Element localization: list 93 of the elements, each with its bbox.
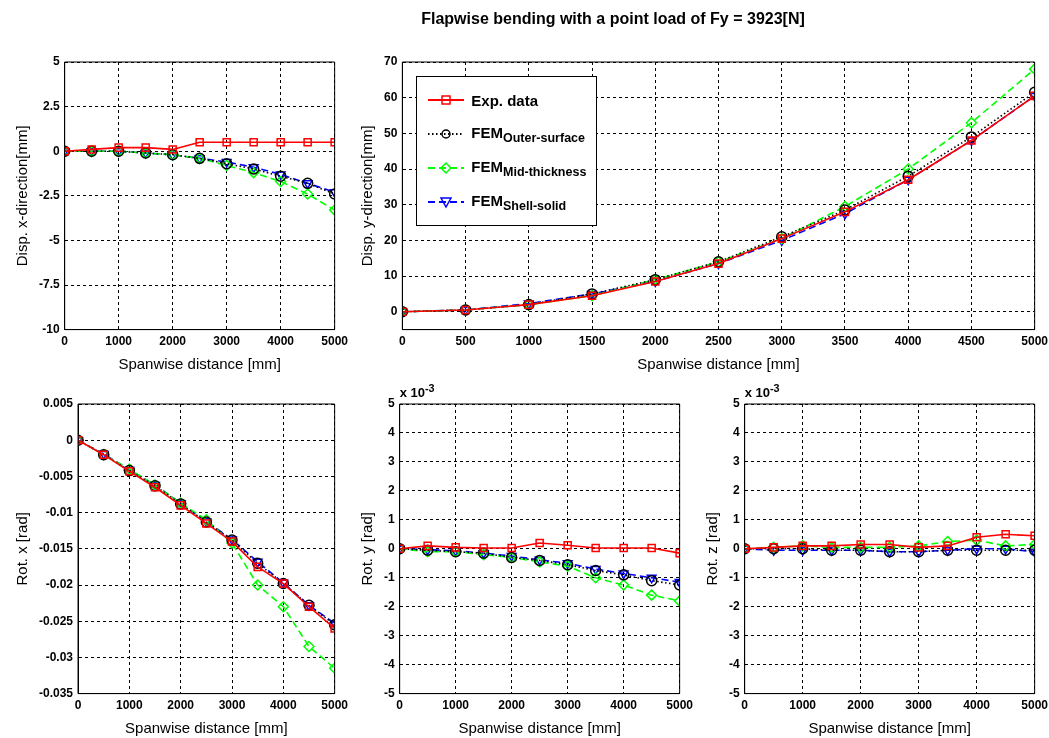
y-axis-title: Rot. z [rad] [703,512,721,586]
x-tick-label: 5000 [321,698,349,713]
y-tick-label: 40 [383,161,398,176]
y-tick-label: 3 [387,454,395,469]
chart-title: Flapwise bending with a point load of Fy = 3923[N] [420,10,806,28]
y-tick-label: 3 [732,454,740,469]
y-tick-label: -0.01 [45,504,74,519]
y-tick-label: 2 [732,483,740,498]
x-tick-label: 4500 [958,334,986,349]
y-tick-label: 2.5 [42,98,60,113]
x-axis-title: Spanwise distance [mm] [458,719,621,737]
y-tick-label: -2 [729,599,740,614]
y-tick-label: -5 [49,232,60,247]
y-tick-label: -0.03 [45,649,74,664]
legend-label: FEM$_{Shell-solid}$ [471,191,567,213]
legend-label: FEM$_{Outer-surface}$ [471,123,585,145]
y-tick-label: 5 [387,396,395,411]
x-tick-label: 4000 [269,698,297,713]
x-axis-title: Spanwise distance [mm] [125,719,288,737]
x-tick-label: 2000 [498,698,526,713]
y-tick-label: 5 [52,54,60,69]
y-tick-label: -5 [729,685,740,700]
x-tick-label: 4000 [267,334,295,349]
text: x 10$^{-3}$ [744,382,780,401]
y-axis-title: Rot. x [rad] [13,512,31,586]
x-tick-label: 3000 [213,334,241,349]
y-axis-title: Disp. y-direction[mm] [358,125,376,267]
y-tick-label: 20 [383,232,398,247]
y-tick-label: -7.5 [38,277,60,292]
y-tick-label: 0 [732,541,740,556]
x-tick-label: 3000 [218,698,246,713]
y-tick-label: 60 [383,89,398,104]
y-tick-label: 1 [732,512,740,527]
y-tick-label: -5 [384,685,395,700]
y-tick-label: 5 [732,396,740,411]
y-tick-label: 0 [387,541,395,556]
legend-label: Exp. data [471,91,539,109]
y-tick-label: -0.015 [38,541,74,556]
x-tick-label: 2500 [705,334,733,349]
y-tick-label: 2 [387,483,395,498]
y-tick-label: 70 [383,54,398,69]
x-tick-label: 2000 [159,334,187,349]
x-tick-label: 5000 [1021,698,1049,713]
y-tick-label: 0 [390,304,398,319]
y-tick-label: -4 [729,656,740,671]
x-tick-label: 500 [455,334,476,349]
y-tick-label: 0 [66,432,74,447]
y-tick-label: -10 [42,321,60,336]
y-axis-title: Rot. y [rad] [358,512,376,586]
legend-label: FEM$_{Mid-thickness}$ [471,157,587,179]
y-tick-label: -1 [384,570,395,585]
x-tick-label: 5000 [666,698,694,713]
x-tick-label: 2000 [167,698,195,713]
x-tick-label: 1000 [789,698,817,713]
x-tick-label: 4000 [963,698,991,713]
y-tick-label: 50 [383,125,398,140]
y-tick-label: 10 [383,268,398,283]
y-tick-label: 0 [52,143,60,158]
x-tick-label: 1000 [116,698,144,713]
y-tick-label: -0.005 [38,468,74,483]
x-tick-label: 1000 [442,698,470,713]
x-tick-label: 5000 [321,334,349,349]
x-tick-label: 3000 [554,698,582,713]
x-tick-label: 1000 [105,334,133,349]
y-tick-label: -2.5 [38,188,60,203]
x-tick-label: 3000 [905,698,933,713]
x-axis-title: Spanwise distance [mm] [118,355,281,373]
x-tick-label: 5000 [1021,334,1049,349]
x-tick-label: 1000 [515,334,543,349]
x-tick-label: 3000 [768,334,796,349]
y-tick-label: 30 [383,197,398,212]
x-tick-label: 1500 [578,334,606,349]
x-axis-title: Spanwise distance [mm] [637,355,800,373]
y-tick-label: 4 [387,425,395,440]
x-tick-label: 4000 [610,698,638,713]
x-tick-label: 4000 [894,334,922,349]
x-tick-label: 3500 [831,334,859,349]
y-tick-label: 1 [387,512,395,527]
y-tick-label: -1 [729,570,740,585]
y-tick-label: -0.02 [45,577,74,592]
x-tick-label: 2000 [641,334,669,349]
y-tick-label: -3 [384,627,395,642]
y-tick-label: 0.005 [42,396,74,411]
x-tick-label: 2000 [847,698,875,713]
x-axis-title: Spanwise distance [mm] [808,719,971,737]
y-tick-label: -4 [384,656,395,671]
y-axis-title: Disp. x-direction[mm] [13,125,31,267]
y-tick-label: 4 [732,425,740,440]
y-tick-label: -3 [729,627,740,642]
y-tick-label: -2 [384,599,395,614]
text: x 10$^{-3}$ [399,382,435,401]
y-tick-label: -0.035 [38,685,74,700]
y-tick-label: -0.025 [38,613,74,628]
